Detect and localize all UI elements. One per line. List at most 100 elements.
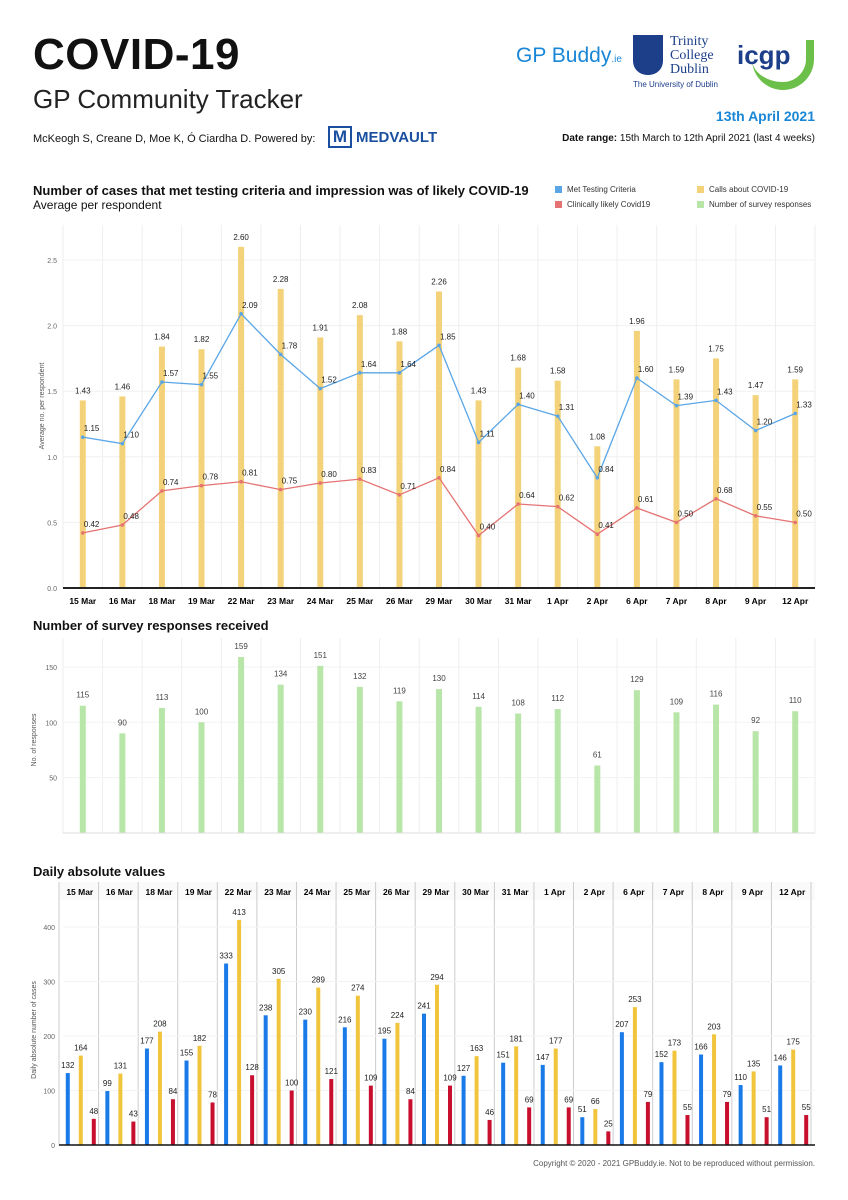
x-tick-label: 1 Apr	[547, 596, 569, 606]
bar-calls	[396, 341, 403, 588]
bar-calls	[474, 1056, 479, 1145]
legend-survey-responses: Number of survey responses	[697, 200, 811, 209]
point-label-met-testing: 1.57	[163, 369, 179, 378]
point-label-clinically-likely: 0.41	[598, 521, 614, 530]
bar-survey-responses	[79, 705, 86, 833]
x-tick-label: 24 Mar	[307, 596, 335, 606]
point-label-clinically-likely: 0.64	[519, 491, 535, 500]
date-range: Date range: 15th March to 12th April 202…	[562, 133, 815, 144]
bar-clinically-likely	[170, 1099, 175, 1145]
point-met-testing	[239, 311, 243, 316]
bar-label-calls: 163	[470, 1044, 484, 1053]
column-header: 24 Mar	[304, 887, 332, 897]
bar-calls	[791, 1049, 796, 1145]
y-tick-label: 50	[49, 776, 57, 783]
tcd-crest-icon	[633, 35, 663, 75]
point-label-clinically-likely: 0.71	[400, 482, 416, 491]
bar-label-calls: 305	[272, 967, 286, 976]
report-date: 13th April 2021	[715, 108, 815, 124]
y-tick-label: 2.0	[47, 324, 57, 331]
bar-label-calls: 175	[787, 1038, 801, 1047]
bar-calls	[317, 337, 324, 588]
bar-label-clinically-likely: 109	[364, 1074, 378, 1083]
bar-calls	[198, 349, 205, 588]
point-clinically-likely	[793, 520, 798, 525]
point-label-clinically-likely: 0.62	[559, 494, 575, 503]
bar-label-clinically-likely: 109	[443, 1074, 457, 1083]
bar-label-clinically-likely: 55	[683, 1103, 692, 1112]
point-label-met-testing: 1.31	[559, 403, 575, 412]
bar-label-survey-responses: 114	[472, 692, 485, 701]
point-clinically-likely	[437, 475, 441, 480]
bar-label-calls: 177	[549, 1037, 563, 1046]
point-label-met-testing: 2.09	[242, 301, 258, 310]
point-label-met-testing: 1.43	[717, 387, 733, 396]
bar-label-survey-responses: 108	[511, 698, 525, 707]
bar-label-met-testing: 230	[299, 1008, 313, 1017]
bar-calls	[157, 1031, 162, 1145]
point-met-testing	[120, 441, 125, 446]
bar-label-calls: 1.58	[550, 367, 566, 376]
bar-label-clinically-likely: 79	[643, 1090, 652, 1099]
point-met-testing	[555, 414, 560, 418]
point-met-testing	[397, 371, 402, 375]
point-label-clinically-likely: 0.50	[677, 509, 693, 518]
bar-label-calls: 1.84	[154, 333, 170, 342]
point-met-testing	[437, 343, 441, 348]
bar-survey-responses	[277, 684, 284, 833]
y-tick-label: 200	[43, 1034, 55, 1041]
bar-survey-responses	[396, 701, 403, 833]
bar-label-calls: 2.08	[352, 301, 368, 310]
bar-label-clinically-likely: 69	[564, 1095, 573, 1104]
bar-calls	[395, 1022, 400, 1145]
bar-clinically-likely	[408, 1099, 413, 1145]
column-header: 1 Apr	[544, 887, 566, 897]
bar-clinically-likely	[91, 1118, 96, 1145]
bar-met-testing	[778, 1065, 783, 1145]
point-clinically-likely	[555, 504, 560, 509]
point-label-met-testing: 1.33	[796, 401, 812, 410]
bar-label-met-testing: 216	[338, 1015, 352, 1024]
bar-met-testing	[342, 1027, 347, 1145]
column-header: 18 Mar	[145, 887, 173, 897]
bar-calls	[514, 1046, 519, 1145]
bar-survey-responses	[673, 712, 680, 833]
gpbuddy-logo-suffix: .ie	[611, 54, 622, 65]
bar-label-calls: 1.59	[787, 365, 803, 374]
x-tick-label: 23 Mar	[267, 596, 295, 606]
bar-label-calls: 224	[391, 1011, 405, 1020]
bar-calls	[316, 987, 321, 1145]
point-label-clinically-likely: 0.83	[361, 466, 377, 475]
bar-label-calls: 135	[747, 1059, 761, 1068]
bar-met-testing	[144, 1048, 149, 1145]
chart2-title: Number of survey responses received	[33, 618, 269, 633]
point-met-testing	[318, 386, 323, 391]
bar-label-met-testing: 99	[103, 1079, 112, 1088]
bar-label-calls: 1.82	[194, 335, 210, 344]
bar-label-met-testing: 333	[219, 952, 233, 961]
bar-label-calls: 1.47	[748, 381, 764, 390]
bar-calls	[593, 1109, 598, 1145]
bar-label-clinically-likely: 46	[485, 1108, 494, 1117]
legend-met-testing: Met Testing Criteria	[555, 185, 636, 194]
x-tick-label: 6 Apr	[626, 596, 648, 606]
column-header: 8 Apr	[702, 887, 724, 897]
point-met-testing	[674, 403, 679, 408]
bar-label-calls: 1.43	[75, 386, 91, 395]
point-clinically-likely	[753, 514, 758, 518]
bar-calls	[712, 1034, 717, 1145]
x-tick-label: 12 Apr	[782, 596, 809, 606]
bar-clinically-likely	[250, 1075, 255, 1145]
bar-calls	[158, 346, 165, 588]
bar-label-clinically-likely: 25	[604, 1119, 613, 1128]
point-clinically-likely	[397, 493, 402, 497]
bar-label-calls: 413	[232, 908, 246, 917]
bar-clinically-likely	[131, 1121, 136, 1145]
bar-label-survey-responses: 100	[195, 707, 209, 716]
point-label-clinically-likely: 0.42	[84, 520, 100, 529]
point-met-testing	[160, 380, 164, 384]
bar-label-clinically-likely: 121	[325, 1067, 339, 1076]
point-label-clinically-likely: 0.84	[440, 465, 456, 474]
bar-calls	[436, 291, 442, 588]
column-header: 6 Apr	[623, 887, 645, 897]
